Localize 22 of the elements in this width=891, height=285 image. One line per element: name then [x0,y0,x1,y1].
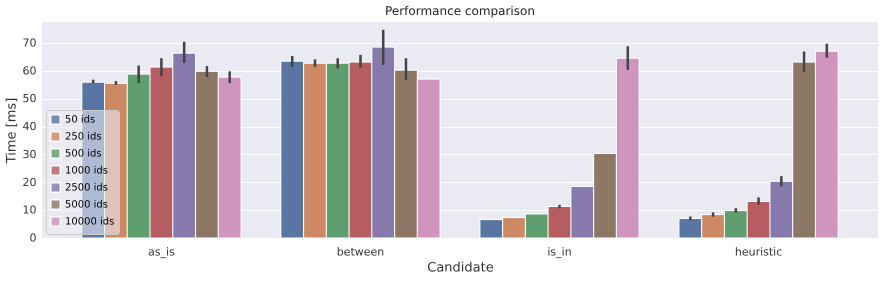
x-tick-label: as_is [148,246,176,258]
legend-label: 50 ids [65,114,96,126]
y-tick-label: 30 [22,148,36,161]
y-tick-label: 10 [22,204,36,217]
y-tick-label: 60 [22,64,36,78]
legend-label: 500 ids [65,148,102,160]
y-tick-label: 20 [22,176,36,189]
legend-label: 1000 ids [65,166,108,176]
x-tick-label: heuristic [734,246,782,258]
y-tick-label: 0 [30,232,36,244]
legend-label: 5000 ids [65,200,108,210]
y-axis-title: Time [ms] [4,98,20,164]
legend-label: 250 ids [65,132,102,142]
y-tick-label: 50 [22,92,36,106]
y-tick-label: 40 [22,120,36,134]
y-tick-label: 70 [22,36,36,50]
legend-label: 2500 ids [65,182,108,194]
x-axis-title: Candidate [427,260,494,276]
legend-label: 10000 ids [65,216,114,228]
x-tick-label: between [336,246,384,258]
x-tick-label: is_in [547,246,572,258]
chart-title: Performance comparison [385,4,535,18]
